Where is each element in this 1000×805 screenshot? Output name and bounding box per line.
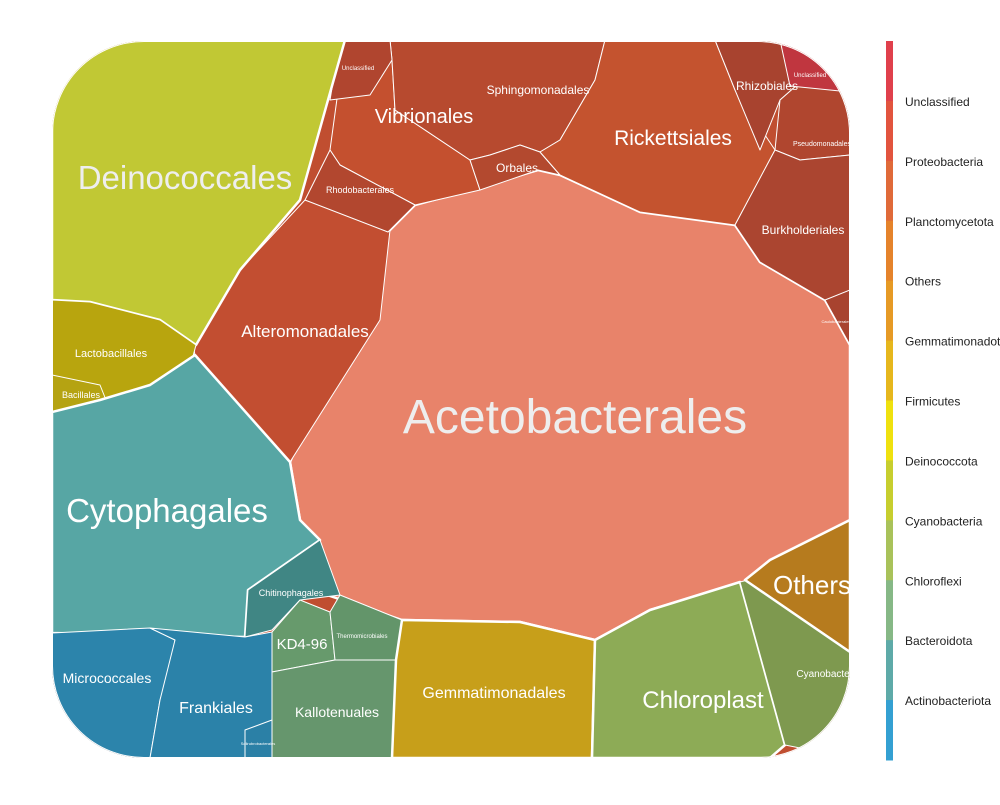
labels-layer: Acetobacterales Alteromonadales Vibrionale… — [52, 41, 873, 758]
legend-swatch — [886, 580, 893, 641]
legend-swatch — [886, 700, 893, 761]
legend-swatch — [886, 220, 893, 282]
treemap-cell-burkholderiales — [734, 149, 850, 301]
treemap-label-orbales: Orbales — [496, 161, 538, 175]
treemap-label-sphingomonadales: Sphingomonadales — [487, 83, 590, 97]
legend-label: Deinococcota — [905, 454, 978, 468]
legend-label: Cyanobacteria — [905, 514, 983, 528]
legend-label: Actinobacteriota — [905, 694, 991, 708]
legend-swatch — [886, 640, 893, 701]
legend-label: Firmicutes — [905, 395, 960, 409]
treemap-label-lactobacillales: Lactobacillales — [75, 348, 148, 360]
treemap-label-cytophagales: Cytophagales — [66, 492, 268, 529]
treemap-label-chitinophagales: Chitinophagales — [259, 588, 324, 598]
legend-swatch — [886, 340, 893, 401]
treemap-cell-caulobacterales — [824, 289, 850, 346]
legend-swatch — [886, 160, 893, 222]
treemap-label-gemmatimonadales: Gemmatimonadales — [422, 685, 565, 702]
treemap-label-bacillales: Bacillales — [62, 390, 101, 400]
treemap-label-others: Others — [773, 570, 851, 600]
treemap-label-acetobacterales: Acetobacterales — [403, 391, 747, 444]
treemap-label-frankiales: Frankiales — [179, 700, 253, 717]
treemap-label-burkholderiales: Burkholderiales — [762, 223, 845, 237]
treemap-cell-gemmatimonadales — [390, 618, 597, 758]
treemap-label-cyanobacteriales: Cyanobacteriales — [796, 669, 873, 680]
treemap-label-caulobacterales: Caulobacterales — [822, 319, 851, 324]
treemap-label-kallotenuales: Kallotenuales — [295, 704, 379, 720]
treemap-label-solirubrobacterales: Solirubrobacterales — [241, 741, 275, 746]
legend-swatch — [886, 520, 893, 581]
treemap-label-alteromonadales: Alteromonadales — [241, 322, 369, 341]
legend-label: Chloroflexi — [905, 574, 962, 588]
legend-swatch — [886, 400, 893, 461]
legend-label: Proteobacteria — [905, 155, 983, 169]
legend: Unclassified Proteobacteria Planctomycetot… — [886, 41, 1000, 761]
legend-label: Others — [905, 275, 941, 289]
cells-layer — [52, 41, 850, 758]
legend-label: Gemmatimonadota — [905, 335, 1000, 349]
treemap-label-rickettsiales: Rickettsiales — [614, 127, 732, 150]
treemap-label-chloroplast: Chloroplast — [642, 687, 764, 714]
treemap-cell-solirubrobacterales — [244, 719, 273, 758]
treemap-label-pseudomonadales: Pseudomonadales — [793, 141, 851, 148]
treemap-label-rhodobacterales: Rhodobacterales — [326, 185, 395, 195]
legend-swatch — [886, 280, 893, 342]
treemap-label-rhizobiales: Rhizobiales — [736, 79, 798, 93]
legend-swatch — [886, 41, 893, 102]
treemap-label-unclassified: Unclassified — [794, 73, 826, 79]
treemap-label-kd4-96: KD4-96 — [277, 636, 328, 653]
legend-label: Unclassified — [905, 95, 970, 109]
treemap-label-thermomicrobiales: Thermomicrobiales — [336, 634, 387, 640]
treemap-label-deinococcales: Deinococcales — [78, 159, 293, 196]
treemap-cell-frankiales — [149, 627, 273, 758]
treemap-label-vibrionales: Vibrionales — [375, 106, 474, 128]
treemap-label-unclassified: Unclassified — [342, 66, 374, 72]
legend-label: Bacteroidota — [905, 634, 973, 648]
treemap-label-micrococcales: Micrococcales — [63, 670, 152, 686]
treemap-cell-rhodobacterales — [304, 149, 416, 233]
legend-swatch — [886, 460, 893, 521]
legend-label: Planctomycetota — [905, 215, 994, 229]
legend-swatch — [886, 100, 893, 162]
treemap-cell-others — [743, 518, 850, 654]
